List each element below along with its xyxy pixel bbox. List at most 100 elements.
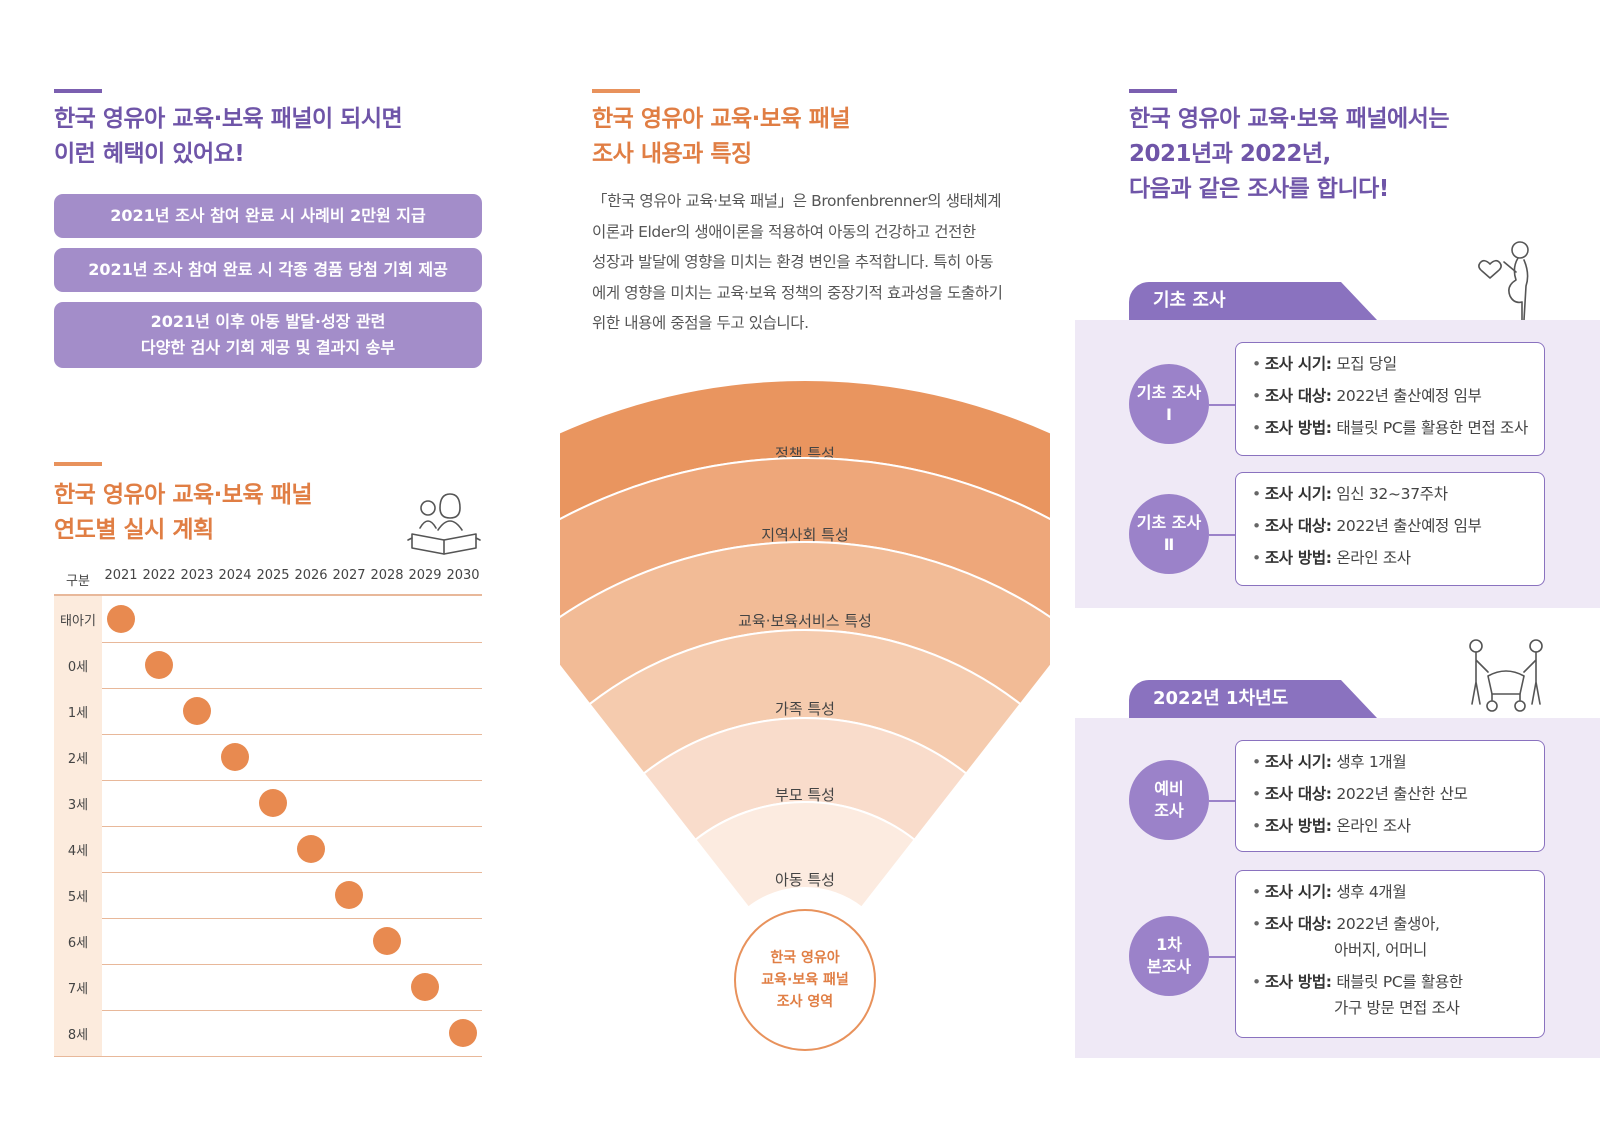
- circle-text: Ⅱ: [1163, 535, 1175, 554]
- info-line: • 조사 대상: 2022년 출산예정 임부: [1252, 515, 1544, 547]
- table-row: 8세: [54, 1010, 482, 1057]
- info-line: • 조사 대상: 2022년 출산한 산모: [1252, 783, 1544, 815]
- info-label: 조사 방법:: [1264, 973, 1332, 991]
- survey-circle-main-1: 1차 본조사: [1129, 916, 1209, 996]
- survey-description: 「한국 영유아 교육·보육 패널」은 Bronfenbrenner의 생태체계 …: [592, 186, 1020, 339]
- description-line: 이론과 Elder의 생애이론을 적용하여 아동의 건강하고 건전한: [592, 222, 976, 241]
- row-label: 5세: [54, 872, 102, 918]
- info-value: 태블릿 PC를 활용한: [1336, 973, 1463, 991]
- bullet-icon: •: [1252, 753, 1261, 771]
- bullet-icon: •: [1252, 419, 1261, 437]
- info-value: 생후 1개월: [1336, 753, 1407, 771]
- info-label: 조사 시기:: [1264, 883, 1332, 901]
- section-tab-tip: [1341, 282, 1377, 320]
- plan-title-line: 연도별 실시 계획: [54, 517, 214, 543]
- survey-info-main-1: • 조사 시기: 생후 4개월 • 조사 대상: 2022년 출생아, 아버지, 어…: [1235, 870, 1545, 1038]
- survey-year-dot: [411, 973, 439, 1001]
- year-header: 2029: [408, 568, 442, 583]
- table-header-rule: [54, 594, 482, 596]
- survey-schedule-title-line: 다음과 같은 조사를 합니다!: [1129, 176, 1389, 202]
- info-value-continued: 가구 방문 면접 조사: [1334, 999, 1460, 1017]
- section-rule: [592, 89, 640, 93]
- section-rule: [54, 89, 102, 93]
- survey-schedule-title: 한국 영유아 교육·보육 패널에서는 2021년과 2022년, 다음과 같은 …: [1129, 102, 1450, 207]
- survey-info-preliminary: • 조사 시기: 생후 1개월 • 조사 대상: 2022년 출산한 산모 • 조사 …: [1235, 740, 1545, 852]
- info-value: 2022년 출생아,: [1336, 915, 1440, 933]
- info-line: • 조사 시기: 모집 당일: [1252, 353, 1544, 385]
- survey-info-basic-2: • 조사 시기: 임신 32~37주차 • 조사 대상: 2022년 출산예정 임부…: [1235, 472, 1545, 586]
- info-value: 태블릿 PC를 활용한 면접 조사: [1336, 419, 1528, 437]
- survey-content-title: 한국 영유아 교육·보육 패널 조사 내용과 특징: [592, 102, 851, 172]
- info-value: 온라인 조사: [1336, 817, 1411, 835]
- survey-info-basic-1: • 조사 시기: 모집 당일 • 조사 대상: 2022년 출산예정 임부 • 조사 …: [1235, 342, 1545, 456]
- row-label: 2세: [54, 734, 102, 780]
- table-row: 4세: [54, 826, 482, 873]
- parents-reading-book-icon: [407, 493, 481, 555]
- survey-year-dot: [183, 697, 211, 725]
- survey-schedule-title-line: 한국 영유아 교육·보육 패널에서는: [1129, 106, 1450, 132]
- year-header: 2028: [370, 568, 404, 583]
- section-rule: [54, 462, 102, 466]
- year-header: 2023: [180, 568, 214, 583]
- survey-year-dot: [145, 651, 173, 679]
- table-row: 2세: [54, 734, 482, 781]
- circle-text: 기초 조사: [1136, 513, 1202, 532]
- funnel-layer-label: 아동 특성: [775, 871, 835, 889]
- survey-year-dot: [221, 743, 249, 771]
- row-label: 6세: [54, 918, 102, 964]
- info-line: • 조사 시기: 임신 32~37주차: [1252, 483, 1544, 515]
- plan-title: 한국 영유아 교육·보육 패널 연도별 실시 계획: [54, 478, 313, 548]
- funnel-layer: [694, 801, 916, 909]
- survey-year-dot: [107, 605, 135, 633]
- table-row: 3세: [54, 780, 482, 827]
- table-row: 7세: [54, 964, 482, 1011]
- benefits-title-line: 이런 혜택이 있어요!: [54, 141, 245, 167]
- year-header: 2030: [446, 568, 480, 583]
- funnel-layer-label: 부모 특성: [775, 786, 835, 804]
- survey-year-dot: [259, 789, 287, 817]
- info-line: • 조사 대상: 2022년 출산예정 임부: [1252, 385, 1544, 417]
- section-tab-first-year: 2022년 1차년도: [1129, 680, 1341, 718]
- info-label: 조사 대상:: [1264, 387, 1332, 405]
- benefit-card: 2021년 이후 아동 발달·성장 관련 다양한 검사 기회 제공 및 결과지 …: [54, 302, 482, 368]
- info-label: 조사 대상:: [1264, 915, 1332, 933]
- circle-text: 본조사: [1146, 957, 1192, 976]
- row-label: 8세: [54, 1010, 102, 1056]
- survey-year-dot: [449, 1019, 477, 1047]
- bullet-icon: •: [1252, 785, 1261, 803]
- description-line: 「한국 영유아 교육·보육 패널」은 Bronfenbrenner의 생태체계: [592, 192, 1002, 210]
- year-header: 2021: [104, 568, 138, 583]
- survey-circle-basic-1: 기초 조사 Ⅰ: [1129, 364, 1209, 444]
- info-value: 온라인 조사: [1336, 549, 1411, 567]
- table-row: 1세: [54, 688, 482, 735]
- connector-line: [1209, 956, 1235, 958]
- description-line: 성장과 발달에 영향을 미치는 환경 변인을 추적합니다. 특히 아동: [592, 253, 994, 271]
- benefit-card: 2021년 조사 참여 완료 시 각종 경품 당첨 기회 제공: [54, 248, 482, 292]
- benefit-card: 2021년 조사 참여 완료 시 사례비 2만원 지급: [54, 194, 482, 238]
- bullet-icon: •: [1252, 883, 1261, 901]
- bullet-icon: •: [1252, 387, 1261, 405]
- table-header-label: 구분: [66, 574, 90, 589]
- survey-content-title-line: 한국 영유아 교육·보육 패널: [592, 106, 851, 132]
- circle-text: Ⅰ: [1166, 405, 1172, 424]
- table-row: 0세: [54, 642, 482, 689]
- info-line: • 조사 방법: 태블릿 PC를 활용한 면접 조사: [1252, 417, 1544, 449]
- pregnant-woman-icon: [1478, 241, 1529, 320]
- year-header: 2026: [294, 568, 328, 583]
- info-label: 조사 시기:: [1264, 753, 1332, 771]
- survey-area-label: 한국 영유아: [770, 949, 839, 966]
- survey-year-dot: [373, 927, 401, 955]
- section-tab-tip: [1341, 680, 1377, 718]
- info-value-continued: 아버지, 어머니: [1334, 941, 1428, 959]
- section-tab-basic-survey: 기초 조사: [1129, 282, 1341, 320]
- table-row: 6세: [54, 918, 482, 965]
- bullet-icon: •: [1252, 549, 1261, 567]
- funnel-layer-label: 교육·보육서비스 특성: [738, 612, 872, 630]
- row-label: 태아기: [54, 596, 102, 642]
- row-label: 7세: [54, 964, 102, 1010]
- info-value: 2022년 출산예정 임부: [1336, 387, 1482, 405]
- info-label: 조사 대상:: [1264, 517, 1332, 535]
- benefit-text: 2021년 조사 참여 완료 시 사례비 2만원 지급: [110, 206, 426, 225]
- connector-line: [1209, 404, 1235, 406]
